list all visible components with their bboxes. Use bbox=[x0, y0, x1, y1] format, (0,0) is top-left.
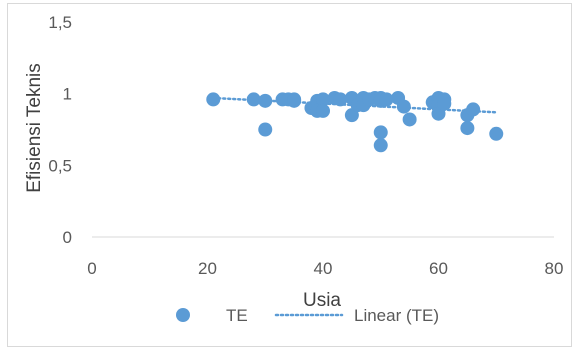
y-tick-label: 0,5 bbox=[48, 156, 72, 175]
y-axis-title: Efisiensi Teknis bbox=[24, 63, 45, 193]
y-tick-label: 1 bbox=[63, 85, 72, 104]
legend-label-te: TE bbox=[226, 306, 248, 325]
data-point bbox=[258, 93, 273, 108]
y-tick-labels: 0 0,5 1 1,5 bbox=[48, 13, 72, 247]
data-point bbox=[489, 126, 504, 141]
x-tick-label: 0 bbox=[87, 259, 96, 278]
data-point bbox=[258, 122, 273, 137]
x-axis-title: Usia bbox=[303, 290, 341, 311]
y-tick-label: 0 bbox=[63, 228, 72, 247]
data-point bbox=[437, 96, 452, 111]
data-point bbox=[287, 93, 302, 108]
x-tick-label: 20 bbox=[198, 259, 217, 278]
data-point bbox=[460, 121, 475, 136]
data-point bbox=[373, 125, 388, 140]
x-tick-labels: 0 20 40 60 80 bbox=[87, 259, 563, 278]
legend-marker-te bbox=[176, 308, 190, 322]
x-tick-label: 80 bbox=[545, 259, 564, 278]
data-point bbox=[396, 99, 411, 114]
data-point bbox=[316, 92, 330, 107]
data-point bbox=[402, 112, 417, 127]
data-point bbox=[246, 92, 261, 107]
data-point bbox=[379, 92, 394, 107]
chart-frame bbox=[7, 3, 572, 347]
legend: TE Linear (TE) bbox=[176, 306, 439, 325]
x-tick-label: 60 bbox=[429, 259, 448, 278]
data-point bbox=[466, 102, 481, 117]
data-point bbox=[206, 92, 221, 107]
legend-label-trendline: Linear (TE) bbox=[354, 306, 439, 325]
x-tick-label: 40 bbox=[314, 259, 333, 278]
data-point bbox=[316, 103, 330, 118]
y-tick-label: 1,5 bbox=[48, 13, 72, 32]
data-points-layer bbox=[206, 90, 504, 153]
data-point bbox=[373, 138, 388, 153]
data-point bbox=[333, 92, 348, 107]
